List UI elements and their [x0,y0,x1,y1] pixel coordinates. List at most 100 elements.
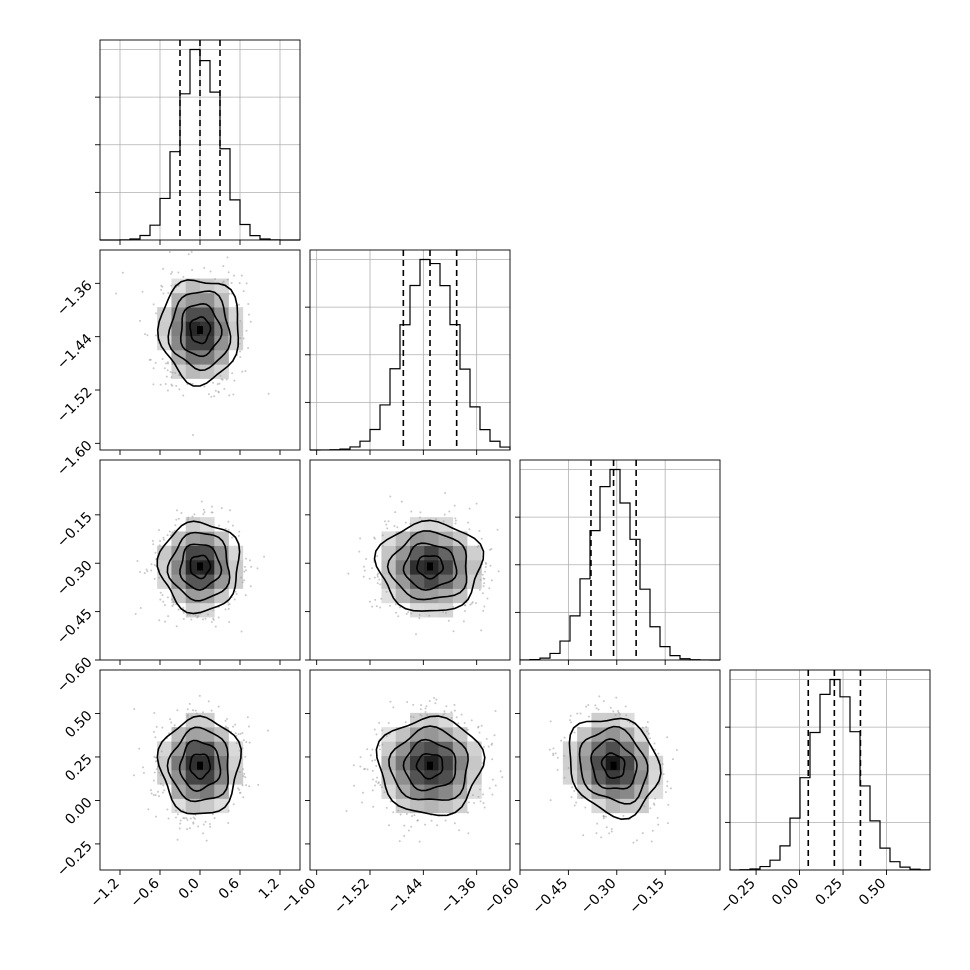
scatter-point [375,733,378,736]
y-tick-label-3-2: 0.25 [62,751,95,784]
scatter-point [138,747,141,750]
scatter-point [171,371,174,374]
scatter-point [406,700,409,703]
scatter-point [208,822,211,825]
density-cell [605,770,621,785]
scatter-point [587,715,590,718]
scatter-point [444,819,447,822]
scatter-point [231,524,234,527]
scatter-point [187,253,190,256]
scatter-point [442,713,445,716]
density-cell [381,741,397,757]
density-cell [214,784,229,799]
scatter-point [411,815,414,818]
scatter-point [152,730,155,733]
scatter-point [239,355,242,358]
scatter-point [373,537,376,540]
scatter-point [445,705,448,708]
scatter-point [217,616,220,619]
density-cell [395,588,411,604]
scatter-point [193,513,196,516]
scatter-point [442,520,445,523]
scatter-point [244,369,247,372]
density-cell [157,321,172,337]
scatter-point [403,834,406,837]
scatter-point [141,290,144,293]
contour-3 [156,715,243,815]
scatter-point [610,830,613,833]
scatter-point [666,736,669,739]
density-cell [214,770,229,785]
scatter-point [144,333,147,336]
density-peak [197,326,203,334]
contour-2 [578,725,649,805]
density-panel-3-2 [515,669,721,875]
scatter-point [162,538,165,541]
scatter-point [142,771,145,774]
scatter-point [371,605,374,608]
scatter-point [153,564,156,567]
scatter-point [466,728,469,731]
scatter-point [175,518,178,521]
scatter-point [481,573,484,576]
scatter-point [166,361,169,364]
scatter-point [202,618,205,621]
scatter-point [165,375,168,378]
scatter-point [234,590,237,593]
scatter-point [211,511,214,514]
density-cell [452,545,468,561]
scatter-point [552,752,555,755]
scatter-point [159,383,162,386]
scatter-point [654,797,657,800]
scatter-point [647,732,650,735]
scatter-point [585,705,588,708]
scatter-point [656,817,659,820]
scatter-point [194,709,197,712]
contour-0 [600,752,626,779]
scatter-point [467,801,470,804]
scatter-point [443,712,446,715]
scatter-point [617,709,620,712]
scatter-point [166,369,169,372]
density-cell [214,588,229,604]
scatter-point [143,572,146,575]
scatter-point [388,824,391,827]
scatter-point [232,725,235,728]
scatter-point [361,801,364,804]
scatter-point [576,712,579,715]
density-cell [185,588,201,604]
scatter-point [407,829,410,832]
y-tick-label-1-3: −1.36 [54,278,96,320]
density-cell [228,321,244,337]
contour-1 [590,738,638,790]
scatter-point [345,809,348,812]
scatter-point [242,290,245,293]
scatter-point [570,796,573,799]
scatter-point [597,708,600,711]
contour-3 [156,279,240,387]
scatter-point [224,527,227,530]
contour-2 [167,290,232,372]
contour-0 [415,752,444,780]
scatter-point [239,732,242,735]
scatter-point [228,621,231,624]
scatter-point [420,714,423,717]
scatter-point [652,802,655,805]
scatter-point [210,709,213,712]
scatter-point [170,284,173,287]
scatter-point [221,281,224,284]
scatter-point [453,822,456,825]
scatter-point [359,756,362,759]
scatter-point [242,337,245,340]
scatter-point [416,819,419,822]
scatter-point [223,387,226,390]
density-cell [171,741,187,757]
scatter-point [146,334,149,337]
scatter-point [234,723,237,726]
scatter-point [152,367,155,370]
density-cell [438,798,454,814]
scatter-point [163,367,166,370]
scatter-point [419,708,422,711]
scatter-point [266,729,269,732]
scatter-point [174,816,177,819]
